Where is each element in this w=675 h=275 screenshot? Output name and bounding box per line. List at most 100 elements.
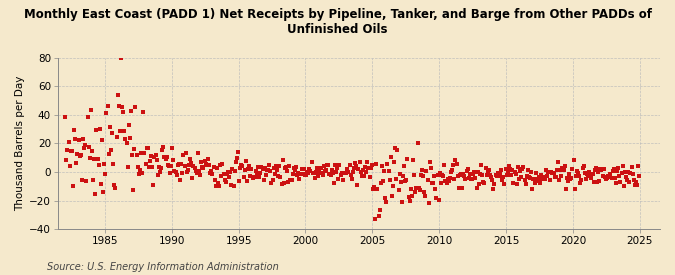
Point	[522, 168, 533, 172]
Point	[109, 183, 119, 188]
Point	[568, 158, 579, 162]
Point	[360, 165, 371, 170]
Point	[175, 178, 186, 182]
Point	[226, 182, 237, 187]
Point	[285, 178, 296, 183]
Point	[458, 172, 468, 177]
Point	[563, 178, 574, 183]
Point	[317, 173, 328, 177]
Point	[78, 137, 88, 142]
Point	[227, 167, 238, 171]
Point	[498, 174, 509, 179]
Point	[608, 168, 618, 173]
Point	[429, 174, 439, 178]
Point	[228, 184, 239, 189]
Point	[163, 164, 174, 168]
Point	[585, 172, 596, 177]
Point	[475, 172, 485, 176]
Point	[236, 163, 247, 167]
Point	[625, 171, 636, 175]
Point	[62, 148, 73, 152]
Point	[148, 183, 159, 188]
Point	[308, 171, 319, 175]
Point	[149, 155, 160, 160]
Point	[577, 166, 588, 170]
Point	[617, 164, 628, 168]
Point	[335, 173, 346, 178]
Point	[310, 176, 321, 180]
Point	[171, 173, 182, 177]
Point	[221, 172, 232, 177]
Point	[483, 170, 493, 174]
Point	[204, 163, 215, 167]
Point	[300, 173, 311, 178]
Point	[340, 171, 350, 175]
Point	[489, 182, 500, 186]
Point	[502, 170, 513, 174]
Point	[439, 163, 450, 167]
Point	[325, 173, 336, 177]
Point	[288, 165, 299, 170]
Point	[454, 186, 464, 190]
Point	[425, 160, 435, 165]
Point	[187, 176, 198, 181]
Point	[433, 198, 444, 202]
Point	[543, 170, 554, 174]
Point	[292, 172, 302, 177]
Point	[190, 169, 201, 174]
Point	[495, 168, 506, 173]
Point	[115, 129, 126, 133]
Point	[281, 164, 292, 169]
Point	[572, 169, 583, 174]
Point	[410, 189, 421, 194]
Point	[315, 166, 326, 170]
Point	[238, 175, 249, 180]
Point	[512, 165, 523, 169]
Point	[344, 163, 355, 167]
Point	[327, 170, 338, 175]
Point	[300, 173, 310, 178]
Point	[257, 167, 268, 171]
Point	[306, 160, 317, 164]
Point	[473, 182, 484, 186]
Point	[122, 165, 133, 169]
Point	[492, 170, 503, 175]
Point	[142, 145, 153, 150]
Point	[486, 174, 497, 179]
Point	[329, 163, 340, 167]
Point	[281, 169, 292, 174]
Point	[589, 168, 600, 172]
Point	[533, 179, 543, 183]
Point	[471, 185, 482, 190]
Point	[587, 172, 598, 176]
Point	[464, 171, 475, 176]
Point	[562, 175, 572, 180]
Point	[208, 165, 219, 169]
Point	[103, 152, 114, 156]
Point	[105, 148, 116, 153]
Point	[180, 151, 191, 155]
Point	[74, 154, 85, 158]
Point	[452, 174, 463, 178]
Point	[274, 164, 285, 168]
Point	[389, 159, 400, 164]
Point	[235, 166, 246, 170]
Point	[97, 138, 107, 142]
Point	[392, 148, 403, 153]
Point	[150, 152, 161, 157]
Point	[265, 169, 276, 174]
Point	[86, 149, 97, 154]
Point	[279, 166, 290, 170]
Point	[545, 177, 556, 182]
Point	[491, 174, 502, 178]
Point	[634, 174, 645, 178]
Point	[508, 181, 519, 185]
Point	[355, 169, 366, 174]
Point	[615, 180, 626, 185]
Point	[295, 172, 306, 176]
Point	[291, 165, 302, 170]
Point	[288, 172, 298, 176]
Point	[518, 165, 529, 170]
Point	[521, 174, 532, 178]
Point	[605, 172, 616, 176]
